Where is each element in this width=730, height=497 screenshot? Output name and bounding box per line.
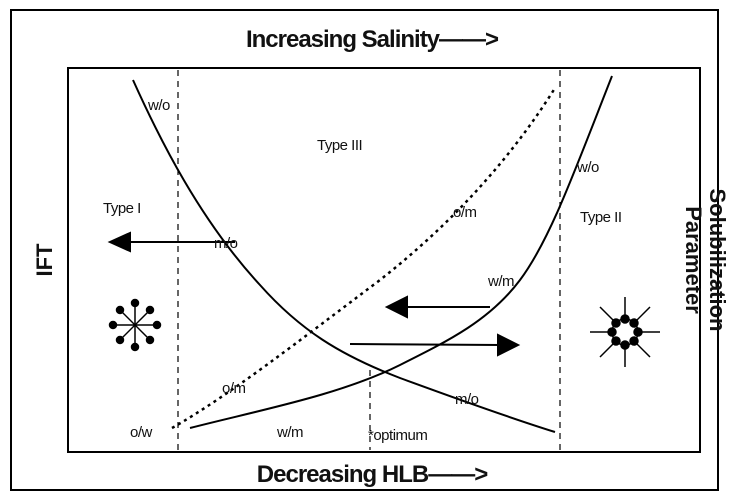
left-axis-label: IFT: [32, 243, 57, 277]
region-label: Type II: [580, 209, 622, 226]
reverse-micelle-icon: [590, 297, 660, 367]
micelle-icon: [110, 300, 161, 351]
right-axis-label: Parameter: [681, 206, 706, 314]
arrowhead: [387, 297, 407, 317]
arrowhead: [498, 335, 518, 355]
outer-border: [11, 10, 718, 490]
right-axis-label: Solubilization: [705, 189, 730, 332]
arrow: [350, 344, 502, 345]
phase-label: o/m: [453, 204, 477, 221]
top-caption: Increasing Salinity——>: [246, 26, 499, 53]
plot-box: [68, 68, 700, 452]
figure: Increasing Salinity——> Decreasing HLB——>…: [0, 0, 730, 497]
region-label: Type III: [317, 137, 362, 154]
arrowhead: [110, 233, 130, 251]
phase-label: w/m: [276, 424, 303, 441]
phase-label: m/o: [214, 235, 238, 252]
region-label: Type I: [103, 200, 141, 217]
phase-label: o/m: [222, 380, 246, 397]
phase-label: o/w: [130, 424, 153, 441]
bottom-caption: Decreasing HLB——>: [257, 461, 488, 488]
solubilization-dotted: [172, 88, 555, 428]
solubilization-curve: [190, 76, 612, 428]
phase-label: w/o: [147, 97, 170, 114]
phase-label: w/m: [487, 273, 514, 290]
phase-label: w/o: [576, 159, 599, 176]
ift-curve: [133, 80, 555, 432]
arrows: [110, 233, 518, 355]
optimum-label: *optimum: [368, 427, 427, 444]
phase-label: m/o: [455, 391, 479, 408]
